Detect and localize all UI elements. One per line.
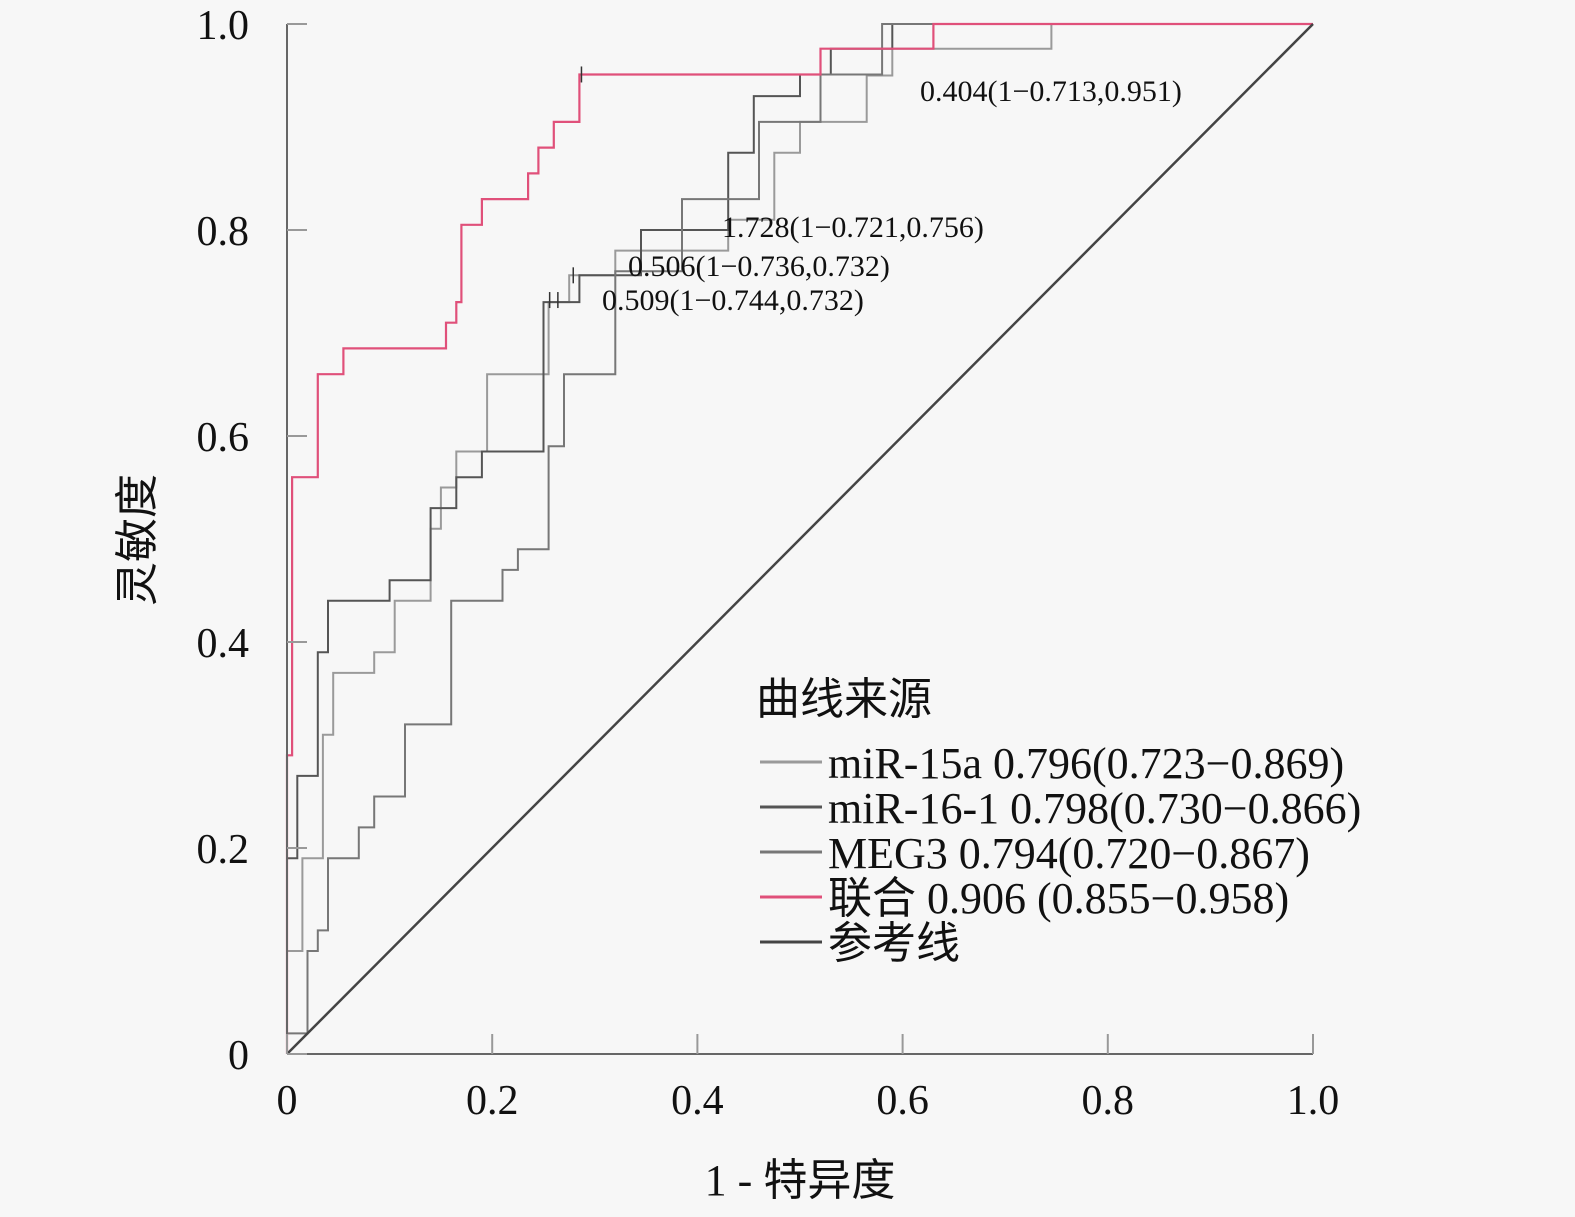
y-axis-title: 灵敏度 <box>113 474 162 606</box>
series-line-2 <box>286 23 1313 1054</box>
cutoff-annotation: 0.506(1−0.736,0.732) <box>628 250 890 283</box>
legend-label: 联合 0.906 (0.855−0.958) <box>828 874 1289 923</box>
series-layer <box>285 22 1314 1055</box>
cutoff-annotation: 0.509(1−0.744,0.732) <box>602 284 864 317</box>
x-tick-label: 1.0 <box>1287 1078 1340 1124</box>
legend-title: 曲线来源 <box>756 675 932 724</box>
series-line-3 <box>285 22 1313 1054</box>
series-line-4 <box>286 23 1314 1055</box>
legend-label: miR-16-1 0.798(0.730−0.866) <box>828 784 1361 833</box>
x-tick-label: 0.8 <box>1082 1078 1135 1124</box>
y-tick-label: 0.8 <box>197 209 250 255</box>
axes: 0 0.2 0.4 0.6 0.8 1.0 0 0.2 0.4 0.6 0.8 1.0 <box>197 3 1340 1124</box>
y-tick-label: 0.4 <box>197 621 250 667</box>
series-line-0 <box>286 23 1313 1054</box>
cutoff-annotation: 0.404(1−0.713,0.951) <box>920 75 1182 108</box>
x-axis-title: 1 - 特异度 <box>705 1156 896 1205</box>
x-ticks: 0 0.2 0.4 0.6 0.8 1.0 <box>277 1034 1340 1124</box>
legend-entries: miR-15a 0.796(0.723−0.869)miR-16-1 0.798… <box>760 739 1361 968</box>
legend-label: 参考线 <box>828 919 960 968</box>
y-tick-label: 0 <box>228 1033 249 1079</box>
y-ticks: 0 0.2 0.4 0.6 0.8 1.0 <box>197 3 307 1079</box>
x-tick-label: 0.2 <box>466 1078 519 1124</box>
y-tick-label: 1.0 <box>197 3 250 49</box>
x-tick-label: 0.4 <box>671 1078 724 1124</box>
series-line-1 <box>286 23 1313 1054</box>
legend-label: MEG3 0.794(0.720−0.867) <box>828 829 1310 878</box>
x-tick-label: 0 <box>277 1078 298 1124</box>
legend: 曲线来源 miR-15a 0.796(0.723−0.869)miR-16-1 … <box>756 675 1361 968</box>
x-tick-label: 0.6 <box>876 1078 929 1124</box>
annotations: 0.404(1−0.713,0.951) 1.728(1−0.721,0.756)… <box>548 66 1182 317</box>
y-tick-label: 0.2 <box>197 827 250 873</box>
legend-label: miR-15a 0.796(0.723−0.869) <box>828 739 1344 788</box>
cutoff-annotation: 1.728(1−0.721,0.756) <box>722 211 984 244</box>
y-tick-label: 0.6 <box>197 415 250 461</box>
